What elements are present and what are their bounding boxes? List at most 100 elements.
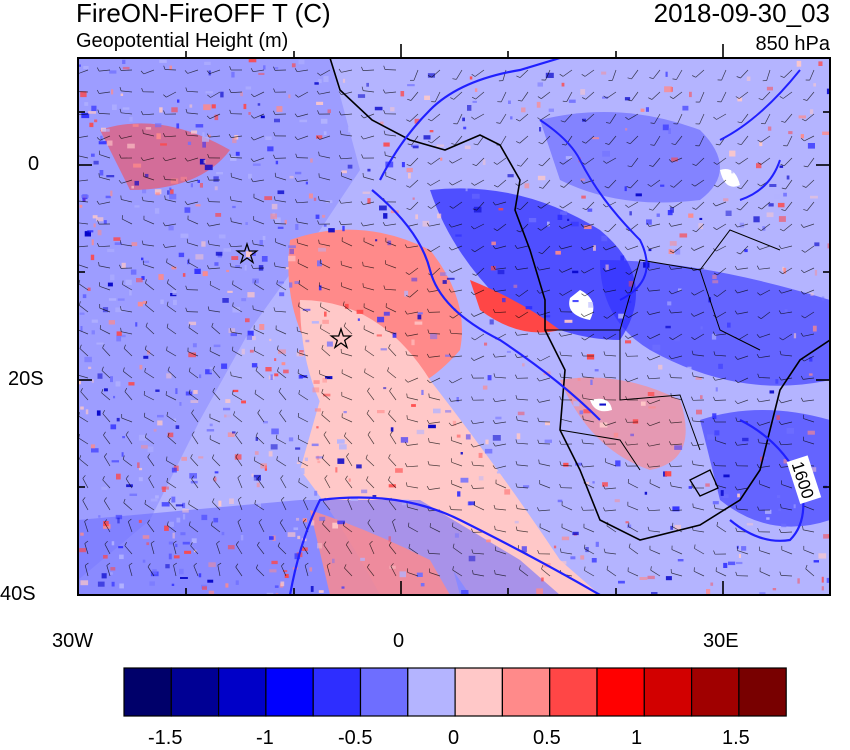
wind-barb [561,333,573,337]
wind-barb-flag [451,143,456,145]
wind-barb-flag [360,222,364,227]
wind-barb [716,223,727,230]
anomaly-speckle-cell [668,128,671,134]
anomaly-speckle-cell [223,407,231,411]
wind-barb [297,330,309,335]
wind-barb-flag [277,367,279,372]
wind-barb-flag [404,463,408,467]
wind-barb [671,396,683,401]
wind-barb-flag [803,209,808,211]
anomaly-speckle-cell [149,581,155,586]
wind-barb [781,245,793,250]
anomaly-speckle-cell [80,91,87,98]
wind-barb [472,487,485,489]
wind-barb [123,502,133,511]
wind-barb-flag [582,97,586,100]
wind-barb [342,525,353,533]
wind-barb [190,457,199,467]
wind-barb [148,478,155,489]
wind-barb [628,267,639,275]
wind-barb-flag [668,309,672,314]
anomaly-speckle-cell [323,393,331,397]
wind-barb [407,377,419,383]
anomaly-speckle-cell [712,274,717,279]
anomaly-speckle-cell [326,341,333,347]
wind-barb [340,157,353,160]
wind-barb [672,333,683,340]
wind-barb [517,419,529,423]
anomaly-speckle-cell [419,283,423,288]
wind-barb [692,420,705,423]
anomaly-speckle-cell [134,180,139,186]
anomaly-speckle-cell [172,290,177,295]
wind-barb-flag [303,496,307,501]
wind-barb-flag [537,227,542,231]
wind-barb-flag [304,562,309,566]
wind-barb [585,201,595,211]
anomaly-speckle-cell [168,506,171,509]
wind-barb-flag [428,393,430,398]
wind-barb [649,267,661,271]
wind-barb [671,355,683,360]
wind-barb [495,421,507,424]
anomaly-speckle-cell [240,91,243,97]
anomaly-speckle-cell [775,379,779,384]
anomaly-speckle-cell [467,105,472,111]
anomaly-speckle-cell [272,535,276,541]
wind-barb [321,392,331,401]
wind-barb-flag [516,230,521,233]
anomaly-speckle-cell [525,306,533,310]
anomaly-speckle-cell [199,374,202,379]
anomaly-speckle-cell [221,531,225,536]
wind-barb-flag [805,564,808,569]
wind-barb-flag [141,196,144,201]
wind-barb-flag [212,498,215,503]
wind-barb [217,565,221,577]
wind-barb [363,265,375,269]
wind-barb-flag [558,245,562,250]
anomaly-speckle-cell [344,303,349,309]
figure-title: FireON-FireOFF T (C) [76,0,331,28]
anomaly-speckle-cell [424,95,430,100]
wind-barb-flag [470,420,474,424]
wind-barb-flag [670,482,672,487]
wind-barb [212,457,221,467]
wind-barb-flag [449,505,452,510]
wind-barb [389,434,397,445]
anomaly-speckle-cell [204,164,213,171]
anomaly-speckle-cell [161,486,169,490]
anomaly-speckle-cell [101,486,108,490]
wind-barb [212,391,221,401]
anomaly-speckle-cell [316,426,319,429]
wind-barb [737,355,749,360]
wind-barb [605,421,617,426]
wind-barb [212,479,221,489]
anomaly-speckle-cell [110,572,113,575]
anomaly-speckle-cell [80,406,84,410]
wind-barb-flag [581,506,584,511]
wind-barb [406,354,419,357]
anomaly-speckle-cell [135,322,138,327]
wind-barb [341,134,353,137]
wind-barb-flag [103,431,106,436]
wind-barb-flag [448,380,453,384]
wind-barb-flag [779,571,782,576]
wind-barb-flag [692,163,697,166]
anomaly-speckle-cell [209,423,213,427]
wind-barb [628,526,639,533]
wind-barb-flag [582,119,586,122]
anomaly-speckle-cell [170,178,179,184]
wind-barb-flag [471,249,475,253]
wind-barb [783,69,793,78]
wind-barb [783,223,793,232]
height-contour [539,119,648,301]
wind-barb [694,179,705,187]
wind-barb [167,282,177,291]
wind-barb [473,289,485,296]
wind-barb [584,289,595,297]
anomaly-speckle-cell [313,197,317,201]
wind-barb-flag [184,70,188,74]
anomaly-speckle-cell [158,274,164,280]
wind-barb [231,199,243,203]
anomaly-speckle-cell [241,348,245,355]
